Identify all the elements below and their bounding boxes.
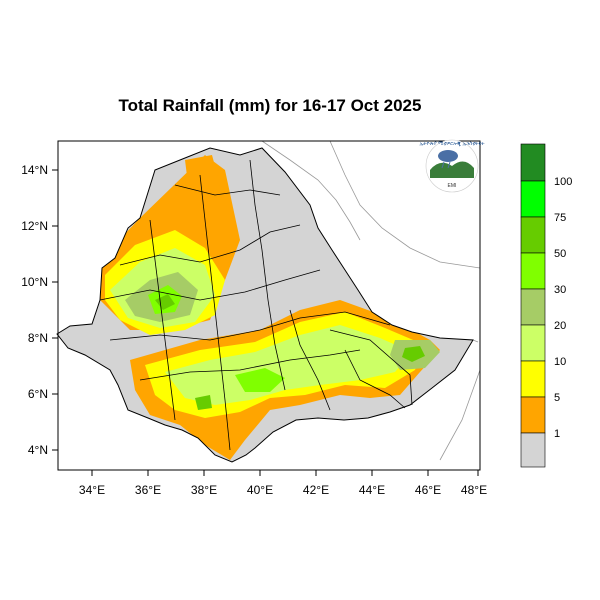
- legend-label: 5: [554, 392, 560, 404]
- legend-label: 100: [554, 176, 572, 188]
- logo-amharic-text: ኢትዮጵያ ሚቲዎሮሎጂ ኢንስቲትዩት: [419, 141, 485, 147]
- lat-label: 10°N: [21, 275, 48, 289]
- region-border-7: [149, 219, 176, 421]
- legend-box-0: [520, 432, 546, 468]
- lat-axis: [52, 169, 58, 451]
- legend-label: 10: [554, 356, 566, 368]
- rain-class-50-east: [402, 346, 425, 362]
- rain-class-30-south: [235, 368, 285, 392]
- lon-label: 34°E: [79, 483, 105, 497]
- region-border-11: [174, 184, 281, 196]
- legend-label: 1: [554, 428, 560, 440]
- region-border-8: [329, 329, 413, 406]
- legend-box-50: [520, 216, 546, 254]
- eritrea-coast: [261, 140, 361, 241]
- logo-sub-text: EMI: [448, 183, 457, 189]
- lat-label: 14°N: [21, 163, 48, 177]
- red-sea-coast: [329, 140, 481, 269]
- admin-boundaries: [56, 147, 474, 463]
- region-border-10: [289, 309, 331, 411]
- lon-label: 40°E: [247, 483, 273, 497]
- logo-cloud: [438, 150, 458, 162]
- legend-box-5: [520, 360, 546, 398]
- legend-box-10: [520, 324, 546, 362]
- legend-box-30: [520, 252, 546, 290]
- legend-box-20: [520, 288, 546, 326]
- region-border-3: [109, 311, 391, 341]
- lat-label: 12°N: [21, 219, 48, 233]
- outside-borders: [261, 140, 481, 461]
- region-border-1: [119, 224, 301, 266]
- region-border-4: [139, 349, 361, 381]
- region-border-9: [344, 349, 406, 409]
- lon-label: 36°E: [135, 483, 161, 497]
- legend-box-1: [520, 396, 546, 434]
- lon-label: 38°E: [191, 483, 217, 497]
- region-border-2: [99, 269, 321, 301]
- lon-axis: [91, 470, 479, 476]
- lon-label: 46°E: [415, 483, 441, 497]
- legend-label: 50: [554, 248, 566, 260]
- lat-label: 4°N: [28, 443, 48, 457]
- plot-frame: [57, 140, 481, 471]
- lat-label: 8°N: [28, 331, 48, 345]
- emi-logo: ኢትዮጵያ ሚቲዎሮሎጂ ኢንስቲትዩት EMI: [419, 139, 485, 193]
- colorbar-labels: 100 75 50 30 20 10 5 1: [554, 176, 572, 440]
- lon-labels: 34°E 36°E 38°E 40°E 42°E 44°E 46°E 48°E: [79, 483, 487, 497]
- lat-labels: 14°N 12°N 10°N 8°N 6°N 4°N: [21, 163, 48, 457]
- legend-label: 20: [554, 320, 566, 332]
- lon-label: 42°E: [303, 483, 329, 497]
- somalia-coast: [472, 339, 479, 343]
- lon-label: 44°E: [359, 483, 385, 497]
- legend-box-100: [520, 143, 546, 182]
- rain-class-10-south: [165, 325, 412, 405]
- logo-rain: [441, 161, 451, 169]
- logo-hills: [430, 161, 474, 178]
- lat-label: 6°N: [28, 387, 48, 401]
- legend-label: 30: [554, 284, 566, 296]
- map-title: Total Rainfall (mm) for 16-17 Oct 2025: [118, 96, 422, 115]
- ethiopia-outline: [56, 147, 474, 463]
- region-border-6: [249, 159, 286, 391]
- colorbar: [520, 143, 546, 468]
- legend-box-75: [520, 180, 546, 218]
- lon-label: 48°E: [461, 483, 487, 497]
- somalia-east-coast: [439, 369, 481, 461]
- region-border-5: [199, 174, 231, 451]
- legend-label: 75: [554, 212, 566, 224]
- rain-class-1-north: [185, 155, 220, 205]
- rain-class-50-south: [195, 395, 212, 410]
